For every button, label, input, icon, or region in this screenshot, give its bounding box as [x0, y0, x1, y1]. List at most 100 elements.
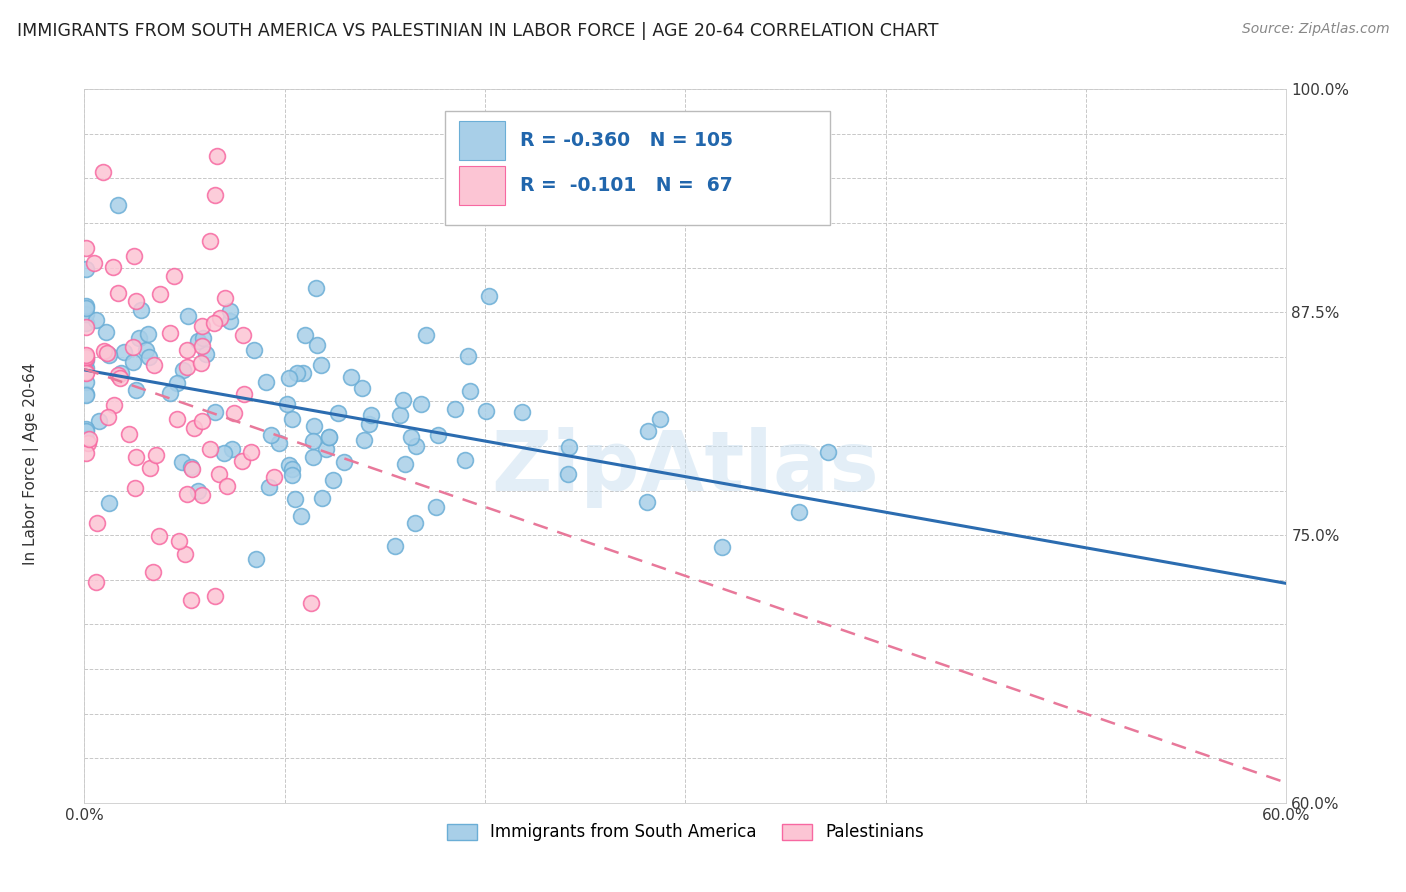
Point [103, 260, 125, 274]
Point [353, 434, 375, 448]
Point [191, 487, 214, 501]
Point [411, 397, 433, 411]
Point [75, 351, 97, 365]
Point [180, 462, 202, 476]
Point [93, 165, 115, 179]
Legend: Immigrants from South America, Palestinians: Immigrants from South America, Palestini… [440, 817, 931, 848]
Text: ZipAtlas: ZipAtlas [492, 427, 879, 508]
Point [318, 430, 340, 444]
Point [172, 363, 194, 377]
Point [176, 309, 198, 323]
Point [87, 414, 110, 428]
Point [75, 422, 97, 436]
Text: R =  -0.101   N =  67: R = -0.101 N = 67 [520, 176, 733, 195]
Point [110, 366, 132, 380]
Point [333, 454, 356, 468]
Point [145, 448, 167, 462]
Point [176, 487, 198, 501]
Point [125, 383, 148, 397]
Point [315, 442, 337, 457]
Point [475, 403, 498, 417]
Point [277, 370, 299, 384]
Point [139, 460, 162, 475]
Point [108, 371, 131, 385]
Point [191, 339, 214, 353]
Point [141, 565, 163, 579]
Point [318, 429, 340, 443]
Point [257, 480, 280, 494]
Point [122, 355, 145, 369]
Point [267, 436, 290, 450]
Point [159, 326, 181, 340]
Point [75, 387, 97, 401]
Point [787, 505, 810, 519]
Point [454, 453, 477, 467]
Point [204, 589, 226, 603]
Point [209, 311, 232, 326]
Point [477, 289, 499, 303]
Text: In Labor Force | Age 20-64: In Labor Force | Age 20-64 [22, 363, 39, 565]
Point [143, 358, 166, 372]
Point [200, 234, 222, 248]
Point [263, 470, 285, 484]
Point [128, 331, 150, 345]
Point [339, 370, 361, 384]
Point [96, 346, 118, 360]
Point [97, 496, 120, 510]
Point [292, 366, 315, 380]
Point [276, 397, 298, 411]
FancyBboxPatch shape [446, 111, 830, 225]
Point [245, 552, 267, 566]
Point [148, 528, 170, 542]
Point [75, 301, 97, 316]
Point [415, 328, 437, 343]
Point [215, 479, 238, 493]
Point [305, 281, 328, 295]
Point [558, 440, 581, 454]
Point [204, 405, 226, 419]
Point [204, 188, 226, 202]
Point [190, 356, 212, 370]
Point [167, 534, 190, 549]
Point [281, 462, 304, 476]
Point [75, 299, 97, 313]
Point [129, 302, 152, 317]
Point [357, 417, 380, 431]
Point [172, 455, 194, 469]
Point [460, 384, 482, 398]
Point [107, 285, 129, 300]
Point [208, 467, 231, 481]
Point [187, 483, 209, 498]
Point [205, 149, 228, 163]
Point [125, 450, 148, 464]
Point [138, 350, 160, 364]
Point [75, 366, 97, 380]
Point [243, 343, 266, 357]
Point [299, 596, 322, 610]
Point [214, 291, 236, 305]
Point [240, 444, 263, 458]
Point [75, 361, 97, 376]
Point [93, 344, 115, 359]
Point [149, 287, 172, 301]
Point [384, 539, 406, 553]
Point [75, 262, 97, 277]
Point [173, 547, 195, 561]
Point [711, 540, 734, 554]
Point [83, 256, 105, 270]
Point [163, 269, 186, 284]
Point [122, 340, 145, 354]
Point [302, 450, 325, 464]
Point [232, 327, 254, 342]
Point [112, 345, 135, 359]
Point [200, 442, 222, 456]
Point [96, 325, 118, 339]
Point [326, 406, 349, 420]
Point [124, 481, 146, 495]
Point [352, 381, 374, 395]
Point [302, 434, 325, 448]
Point [125, 293, 148, 308]
Point [75, 241, 97, 255]
Point [232, 387, 254, 401]
Point [457, 349, 479, 363]
